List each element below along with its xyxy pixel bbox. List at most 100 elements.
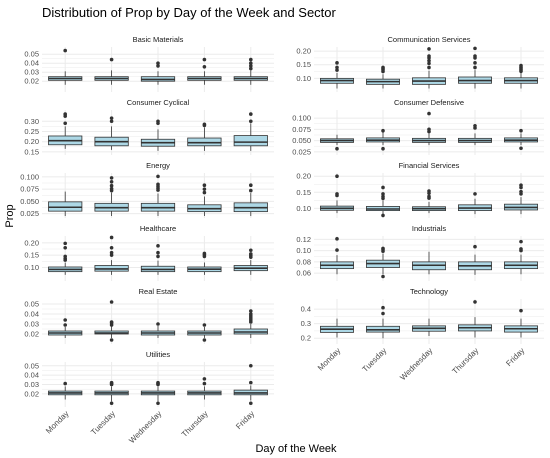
outlier-point: [202, 338, 207, 342]
panel-energy: Energy 0.025 0.050 0.075 0.100: [20, 161, 274, 218]
y-tick-label: 0.3: [301, 319, 311, 328]
box-thursday: [458, 192, 492, 215]
box-monday: [48, 191, 83, 217]
y-tick-label: 0.050: [292, 136, 311, 145]
y-tick-label: 0.08: [296, 257, 311, 266]
box-thursday: [187, 377, 222, 400]
y-tick-label: 0.05: [24, 361, 39, 370]
box-tuesday: [94, 235, 129, 275]
y-tick-label: 0.4: [301, 305, 311, 314]
box-wednesday: [412, 111, 446, 146]
strip-label: Industrials: [412, 224, 446, 233]
outlier-point: [381, 305, 385, 310]
box-monday: [320, 237, 354, 275]
box-tuesday: [94, 176, 129, 217]
outlier-point: [109, 380, 114, 385]
x-tick-label: Tuesday: [89, 409, 117, 437]
y-tick-label: 0.025: [20, 209, 39, 218]
strip-label: Consumer Defensive: [394, 98, 464, 107]
x-axis-label: Day of the Week: [255, 443, 337, 455]
y-tick-label: 0.10: [296, 204, 311, 213]
x-tick-label: Thursday: [180, 409, 210, 439]
outlier-point: [63, 241, 67, 246]
box-wednesday: [140, 119, 176, 151]
outlier-point: [63, 48, 67, 53]
outlier-point: [381, 246, 385, 251]
outlier-point: [249, 119, 253, 124]
box-tuesday: [366, 246, 400, 279]
outlier-point: [109, 246, 114, 250]
panel-real-estate: Real Estate 0.020.030.040.05: [24, 287, 274, 344]
outlier-point: [473, 54, 477, 58]
outlier-point: [249, 248, 253, 253]
y-tick-label: 0.04: [24, 371, 39, 380]
outlier-point: [249, 57, 253, 62]
box-friday: [504, 183, 538, 215]
outlier-point: [473, 300, 477, 304]
outlier-point: [202, 381, 207, 386]
y-tick-label: 0.15: [24, 147, 39, 156]
outlier-point: [381, 146, 385, 151]
outlier-point: [202, 65, 207, 69]
y-tick-label: 0.20: [296, 172, 311, 181]
outlier-point: [249, 312, 253, 316]
outlier-point: [249, 112, 253, 116]
strip-label: Utilities: [146, 350, 170, 359]
outlier-point: [335, 146, 339, 151]
y-tick-label: 0.20: [24, 238, 39, 247]
outlier-point: [156, 254, 160, 259]
outlier-point: [381, 128, 385, 133]
outlier-point: [63, 246, 67, 250]
box-friday: [233, 57, 268, 85]
outlier-point: [473, 61, 477, 65]
outlier-point: [156, 244, 160, 248]
y-tick-label: 0.03: [24, 380, 39, 389]
outlier-point: [519, 239, 523, 244]
panel-technology: Technology 0.2 0.3 0.4 Monday Tuesday Wednesda…: [301, 287, 544, 382]
box-tuesday: [94, 57, 129, 85]
y-tick-label: 0.06: [296, 269, 311, 278]
outlier-point: [109, 176, 114, 180]
outlier-point: [109, 186, 114, 191]
outlier-point: [519, 128, 523, 133]
x-tick-label: Friday: [234, 409, 256, 431]
box-thursday: [187, 57, 222, 85]
box-thursday: [187, 323, 222, 342]
outlier-point: [109, 300, 114, 304]
strip-label: Basic Materials: [133, 35, 184, 44]
y-tick-label: 0.15: [24, 251, 39, 260]
outlier-point: [109, 250, 114, 255]
box-friday: [233, 248, 268, 275]
box-friday: [504, 308, 538, 338]
outlier-point: [519, 183, 523, 188]
y-tick-label: 0.20: [296, 47, 311, 56]
outlier-point: [249, 183, 253, 188]
outlier-point: [381, 274, 385, 279]
panel-healthcare: Healthcare 0.10 0.15 0.20: [24, 224, 274, 281]
y-tick-label: 0.03: [24, 320, 39, 329]
box-monday: [48, 318, 83, 338]
outlier-point: [156, 380, 160, 385]
box-monday: [320, 318, 354, 338]
outlier-point: [335, 192, 339, 196]
outlier-point: [202, 251, 207, 256]
y-tick-label: 0.10: [296, 74, 311, 83]
box-body: [187, 137, 222, 147]
outlier-point: [109, 401, 114, 406]
outlier-point: [63, 254, 67, 259]
facet-panels: Basic Materials0.020.030.040.05Communica…: [20, 35, 544, 445]
outlier-point: [156, 119, 160, 124]
box-thursday: [458, 300, 492, 338]
strip-label: Healthcare: [140, 224, 176, 233]
panel-industrials: Industrials 0.06 0.08 0.10 0.12: [296, 224, 544, 281]
box-tuesday: [94, 300, 129, 342]
outlier-point: [249, 309, 253, 313]
outlier-point: [519, 189, 523, 194]
outlier-point: [519, 63, 523, 68]
outlier-point: [519, 146, 523, 151]
outlier-point: [249, 380, 253, 385]
box-thursday: [187, 122, 222, 151]
outlier-point: [202, 377, 207, 381]
box-friday: [233, 112, 268, 151]
outlier-point: [427, 189, 431, 193]
